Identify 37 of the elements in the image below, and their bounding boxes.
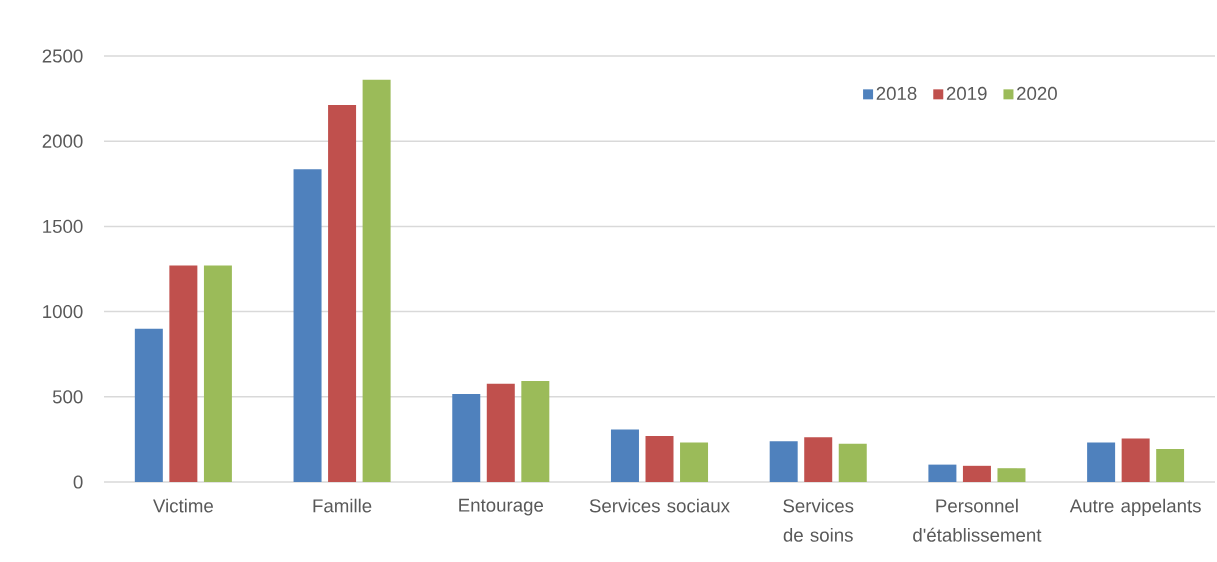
bar bbox=[928, 464, 957, 482]
bar bbox=[680, 442, 709, 482]
bar bbox=[328, 105, 357, 482]
bar bbox=[1087, 442, 1116, 482]
bar bbox=[1156, 448, 1185, 482]
bar bbox=[203, 265, 232, 482]
x-tick-label: Personnel d'établissement bbox=[913, 498, 1042, 542]
bar bbox=[362, 79, 391, 482]
y-tick-label: 500 bbox=[52, 390, 83, 404]
x-tick-label: Victime bbox=[153, 498, 213, 513]
x-tick-label: Entourage bbox=[459, 498, 544, 516]
x-tick-label: Autre appelants bbox=[1069, 498, 1201, 517]
y-tick-label: 1500 bbox=[43, 219, 83, 234]
legend-label: 2019 bbox=[946, 86, 987, 101]
bar bbox=[645, 435, 674, 482]
bar bbox=[169, 265, 198, 482]
y-tick-label: 1000 bbox=[43, 304, 83, 319]
bar bbox=[293, 169, 322, 482]
bar bbox=[521, 380, 550, 482]
y-tick-label: 2500 bbox=[42, 49, 83, 63]
bar bbox=[1121, 438, 1150, 482]
bar bbox=[452, 394, 481, 482]
legend-label: 2018 bbox=[876, 86, 917, 101]
x-tick-label: Famille bbox=[313, 498, 372, 513]
bar bbox=[997, 468, 1026, 482]
bar bbox=[486, 383, 515, 482]
bar bbox=[769, 441, 798, 482]
x-tick-label: Services de soins bbox=[783, 498, 854, 542]
bar bbox=[962, 465, 991, 482]
bar bbox=[804, 437, 833, 482]
y-tick-label: 2000 bbox=[42, 134, 83, 148]
bar bbox=[134, 328, 163, 482]
y-tick-label: 0 bbox=[73, 475, 83, 489]
bar bbox=[838, 443, 867, 482]
legend-label: 2020 bbox=[1017, 86, 1057, 101]
bar bbox=[610, 429, 639, 482]
x-tick-label: Services sociaux bbox=[589, 498, 730, 513]
